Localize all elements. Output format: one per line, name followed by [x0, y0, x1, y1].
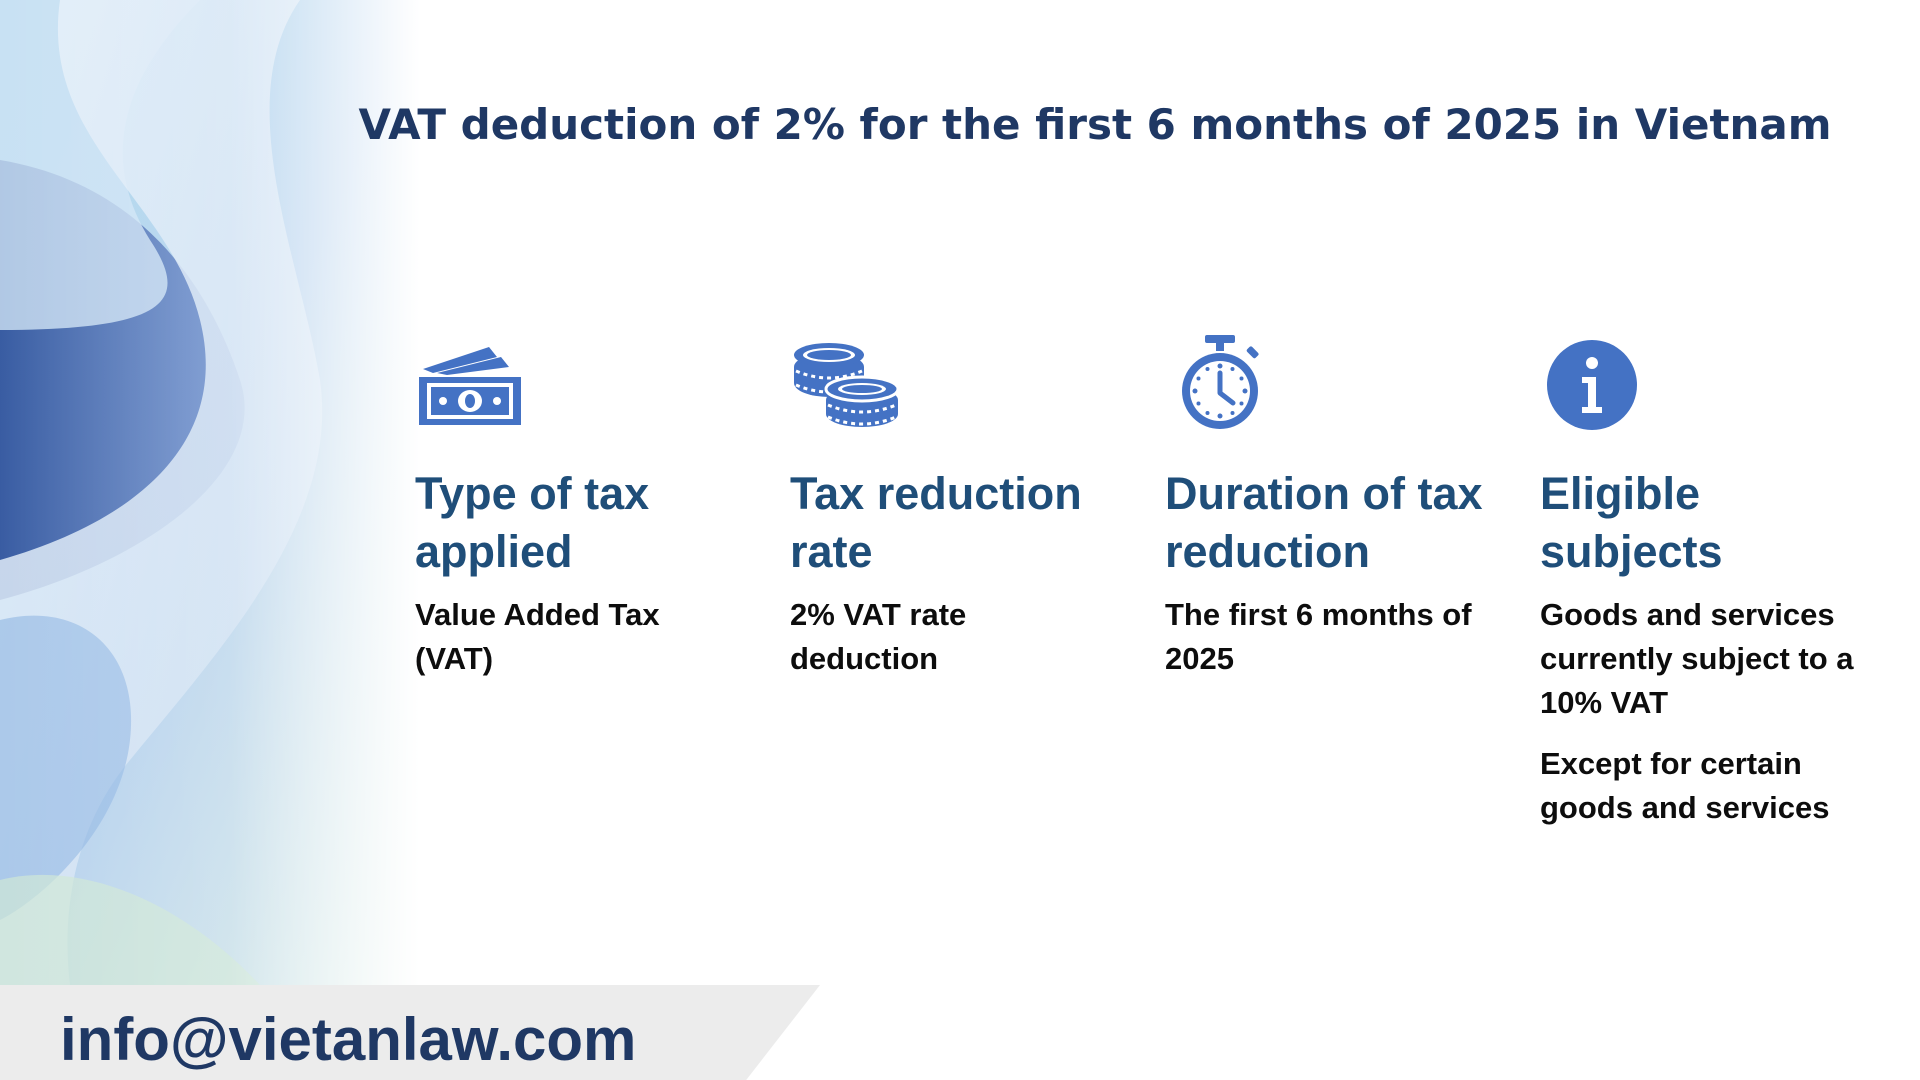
card-description: Goods and services currently subject to … [1540, 597, 1854, 720]
info-icon [1547, 340, 1637, 430]
card-heading: Type of tax applied [415, 468, 650, 577]
coins-icon [794, 343, 898, 427]
card-heading: Tax reduction rate [790, 468, 1082, 577]
contact-email-link[interactable]: info@vietanlaw.com [60, 1006, 637, 1073]
background-wave-art [0, 0, 420, 985]
money-bills-icon [419, 347, 521, 425]
slide-title: VAT deduction of 2% for the first 6 mont… [358, 100, 1832, 149]
card-description: Value Added Tax (VAT) [415, 597, 660, 676]
stopwatch-icon [1182, 335, 1259, 429]
footer-bar [0, 985, 820, 1080]
card-note: Except for certain goods and services [1540, 746, 1830, 825]
card-heading: Eligible subjects [1540, 468, 1723, 577]
card-description: The first 6 months of 2025 [1165, 597, 1472, 676]
card-description: 2% VAT rate deduction [790, 597, 967, 676]
card-heading: Duration of tax reduction [1165, 468, 1483, 577]
